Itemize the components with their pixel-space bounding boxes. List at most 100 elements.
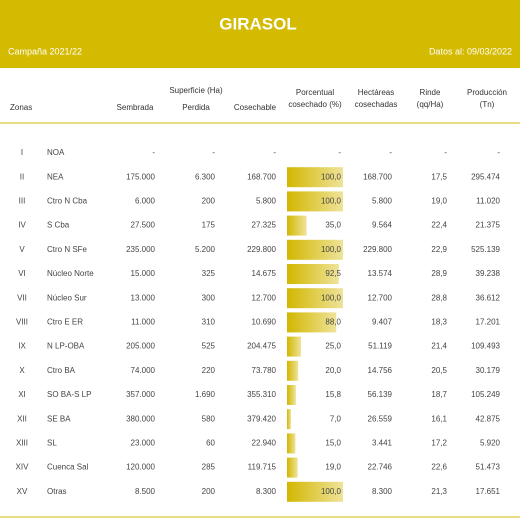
zone-name: S Cba (47, 221, 70, 230)
percent-bar (287, 215, 307, 236)
cell: 15,8 (325, 390, 341, 399)
percent-bar (287, 239, 343, 260)
cell: 220 (202, 366, 216, 375)
cell: 20,0 (325, 366, 341, 375)
zone-number: VIII (16, 318, 28, 327)
cell: 51.119 (368, 342, 392, 351)
cell: 88,0 (325, 318, 341, 327)
percent-bar (287, 385, 296, 405)
zone-number: IV (18, 221, 26, 230)
cell: 30.179 (476, 366, 501, 375)
date: Datos al: 09/03/2022 (429, 46, 512, 56)
zone-name: Otras (47, 487, 67, 496)
cell: 9.564 (372, 221, 393, 230)
cell: 74.000 (131, 366, 156, 375)
cell: 22,9 (431, 245, 447, 254)
cell: - (212, 148, 215, 157)
column-header: Porcentual (296, 88, 334, 97)
zone-number: XII (17, 414, 27, 423)
cell: 21,3 (431, 487, 447, 496)
zone-number: I (21, 148, 23, 157)
cell: 35,0 (325, 221, 341, 230)
cell: 285 (202, 463, 216, 472)
cell: 28,9 (431, 269, 447, 278)
cell: 119.715 (248, 463, 277, 472)
zone-number: XV (17, 487, 28, 496)
percent-bar (287, 409, 291, 430)
zone-name: Ctro N Cba (47, 197, 88, 206)
percent-bar (287, 191, 343, 212)
cell: 5.200 (195, 245, 216, 254)
zone-number: XI (18, 390, 26, 399)
cell: 100,0 (321, 487, 342, 496)
cell: 27.500 (131, 221, 156, 230)
cell: 12.700 (252, 293, 277, 302)
cell: 100,0 (321, 172, 342, 181)
zone-name: Núcleo Sur (47, 293, 87, 302)
column-header: Sembrada (117, 103, 154, 112)
zone-name: N LP-OBA (47, 342, 85, 351)
cell: 5.800 (372, 197, 393, 206)
zone-name: Ctro N SFe (47, 245, 88, 254)
cell: 175.000 (126, 172, 155, 181)
column-header: cosechadas (355, 100, 398, 109)
cell: 22.940 (252, 439, 277, 448)
percent-bar (287, 312, 337, 333)
cell: 200 (202, 197, 216, 206)
cell: 56.139 (368, 390, 393, 399)
cell: 325 (202, 269, 216, 278)
cell: 15,0 (325, 439, 341, 448)
cell: 580 (202, 414, 216, 423)
zonas-header: Zonas (10, 103, 32, 112)
zone-number: V (19, 245, 25, 254)
cell: 204.475 (247, 342, 276, 351)
cell: 5.800 (256, 197, 277, 206)
cell: - (444, 148, 447, 157)
column-header: Producción (467, 88, 507, 97)
zone-name: Cuenca Sal (47, 463, 89, 472)
cell: 16,1 (431, 414, 447, 423)
cell: 175 (202, 221, 216, 230)
cell: 39.238 (476, 269, 501, 278)
cell: 109.493 (471, 342, 500, 351)
column-header: Cosechable (234, 103, 277, 112)
cell: 357.000 (126, 390, 155, 399)
column-header: (Tn) (480, 100, 495, 109)
cell: - (152, 148, 155, 157)
cell: 525.139 (471, 245, 500, 254)
cell: 92,5 (325, 269, 341, 278)
cell: - (273, 148, 276, 157)
cell: 10.690 (252, 318, 277, 327)
title: GIRASOL (219, 14, 296, 33)
cell: 36.612 (476, 293, 501, 302)
cell: - (389, 148, 392, 157)
cell: 15.000 (131, 269, 156, 278)
cell: 17,5 (431, 172, 447, 181)
cell: 21.375 (476, 221, 501, 230)
cell: 17.201 (476, 318, 501, 327)
cell: 18,7 (431, 390, 447, 399)
cell: - (338, 148, 341, 157)
cell: 23.000 (131, 439, 156, 448)
cell: 17.651 (476, 487, 501, 496)
percent-bar (287, 457, 298, 478)
cell: 200 (202, 487, 216, 496)
cell: 22,6 (431, 463, 447, 472)
cell: 19,0 (431, 197, 447, 206)
cell: 22,4 (431, 221, 447, 230)
cell: 21,4 (431, 342, 447, 351)
column-header: Hectáreas (358, 88, 394, 97)
campaign: Campaña 2021/22 (8, 46, 82, 56)
cell: 28,8 (431, 293, 447, 302)
zone-name: Ctro BA (47, 366, 76, 375)
zone-name: SE BA (47, 414, 71, 423)
zone-number: II (20, 172, 24, 181)
percent-bar (287, 264, 339, 284)
zone-number: VII (17, 293, 27, 302)
percent-bar (287, 288, 343, 309)
cell: 51.473 (476, 463, 501, 472)
cell: 100,0 (321, 245, 342, 254)
cell: 235.000 (126, 245, 155, 254)
cell: 13.000 (131, 293, 156, 302)
